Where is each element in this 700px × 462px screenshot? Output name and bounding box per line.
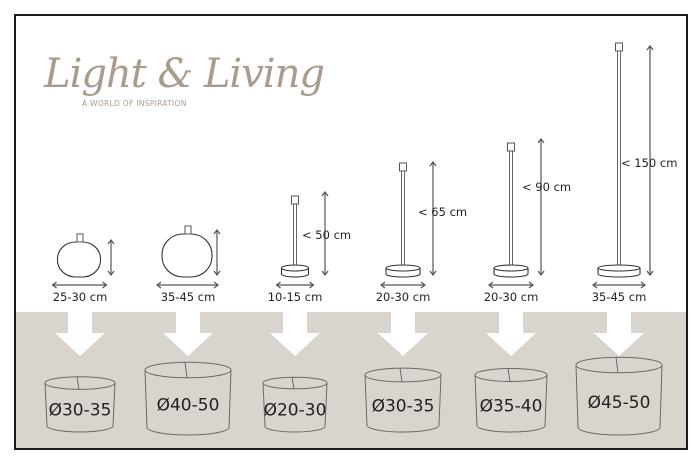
lamp-stand-icon	[597, 42, 641, 278]
lamp-shade-icon	[144, 361, 232, 436]
shade-seam	[399, 368, 403, 382]
lamp-body	[161, 233, 213, 278]
arrow-head-icon	[592, 281, 646, 289]
shade-top	[144, 361, 232, 379]
lamp-shade-size-guide: Light & Living A WORLD OF INSPIRATION 25…	[16, 42, 686, 448]
shade-top	[575, 356, 663, 374]
width-label: 10-15 cm	[268, 290, 323, 304]
shade-body	[144, 369, 232, 436]
shade-seam	[76, 376, 80, 390]
height-label: < 150 cm	[621, 156, 677, 170]
width-label: 25-30 cm	[53, 290, 108, 304]
lamp-stand-icon	[280, 195, 310, 278]
arrow-head-icon	[51, 281, 108, 289]
width-label: 35-45 cm	[592, 290, 647, 304]
arrow-head-icon	[213, 229, 221, 276]
shade-seam	[291, 377, 295, 389]
shade-diameter-label: Ø30-35	[372, 397, 435, 417]
lamp-item: < 50 cm 10-15 cm Ø20-30	[262, 191, 351, 433]
shade-seam	[507, 368, 511, 382]
height-label: < 90 cm	[522, 180, 571, 194]
lamp-socket	[615, 42, 623, 52]
height-label: < 65 cm	[418, 205, 467, 219]
shade-top	[364, 367, 442, 383]
down-arrow-icon	[486, 312, 536, 356]
arrow-head-icon	[107, 239, 115, 276]
down-arrow-icon	[270, 312, 320, 356]
shade-body	[44, 382, 116, 433]
lamp-item: < 65 cm 20-30 cm Ø30-35	[364, 161, 467, 433]
infographic-frame: Light & Living A WORLD OF INSPIRATION 25…	[14, 14, 688, 450]
down-arrow-icon	[594, 312, 644, 356]
arrow-head-icon	[429, 161, 437, 276]
logo: Light & Living A WORLD OF INSPIRATION	[43, 51, 325, 108]
arrow-head-icon	[321, 191, 329, 276]
shade-top	[262, 376, 328, 390]
lamp-stand-icon	[385, 162, 421, 278]
lamp-socket	[291, 195, 299, 205]
ceramic-lamp-base-icon	[56, 233, 102, 278]
lamp-item: < 150 cm 35-45 cm Ø45-50	[575, 42, 677, 436]
lamp-stand-icon	[493, 142, 529, 278]
shade-body	[364, 374, 442, 433]
shade-body	[575, 364, 663, 436]
shade-body	[474, 374, 548, 433]
lamp-shade-icon	[474, 368, 548, 433]
lamp-shade-icon	[575, 356, 663, 436]
ceramic-lamp-base-icon	[161, 225, 213, 278]
shade-top	[474, 368, 548, 382]
lamp-base-top	[280, 264, 310, 272]
arrow-head-icon	[646, 45, 654, 276]
shade-diameter-label: Ø45-50	[588, 393, 651, 413]
arrow-head-icon	[537, 138, 545, 276]
shade-diameter-label: Ø20-30	[264, 401, 327, 421]
height-label: < 50 cm	[302, 228, 351, 242]
lamp-socket	[507, 142, 515, 152]
lamp-shade-icon	[44, 376, 116, 433]
lamp-socket	[184, 225, 192, 235]
shade-body	[262, 382, 328, 433]
lamp-item: 25-30 cm Ø30-35	[44, 233, 116, 433]
lamp-socket	[76, 233, 84, 243]
lamp-item: 35-45 cm Ø40-50	[144, 225, 232, 436]
shade-diameter-label: Ø40-50	[157, 396, 220, 416]
lamp-socket	[399, 162, 407, 172]
down-arrow-icon	[378, 312, 428, 356]
lamp-body	[56, 241, 102, 278]
width-label: 20-30 cm	[484, 290, 539, 304]
shade-seam	[615, 357, 619, 373]
lamp-base-top	[597, 264, 641, 272]
arrow-head-icon	[156, 281, 219, 289]
arrow-head-icon	[275, 281, 315, 289]
lamp-shade-icon	[262, 376, 328, 433]
shade-top	[44, 376, 116, 390]
logo-wordmark: Light & Living	[43, 51, 324, 97]
arrow-head-icon	[380, 281, 426, 289]
width-label: 20-30 cm	[376, 290, 431, 304]
lamp-base-top	[493, 264, 529, 272]
logo-tagline: A WORLD OF INSPIRATION	[82, 99, 187, 108]
down-arrow-icon	[55, 312, 105, 356]
lamp-item: < 90 cm 20-30 cm Ø35-40	[474, 138, 571, 433]
shade-diameter-label: Ø35-40	[480, 397, 543, 417]
shade-diameter-label: Ø30-35	[49, 401, 112, 421]
shade-seam	[184, 362, 188, 378]
width-label: 35-45 cm	[161, 290, 216, 304]
down-arrow-icon	[163, 312, 213, 356]
arrow-head-icon	[488, 281, 534, 289]
lamp-base-top	[385, 264, 421, 272]
lamp-shade-icon	[364, 367, 442, 433]
shade-band	[16, 312, 686, 448]
